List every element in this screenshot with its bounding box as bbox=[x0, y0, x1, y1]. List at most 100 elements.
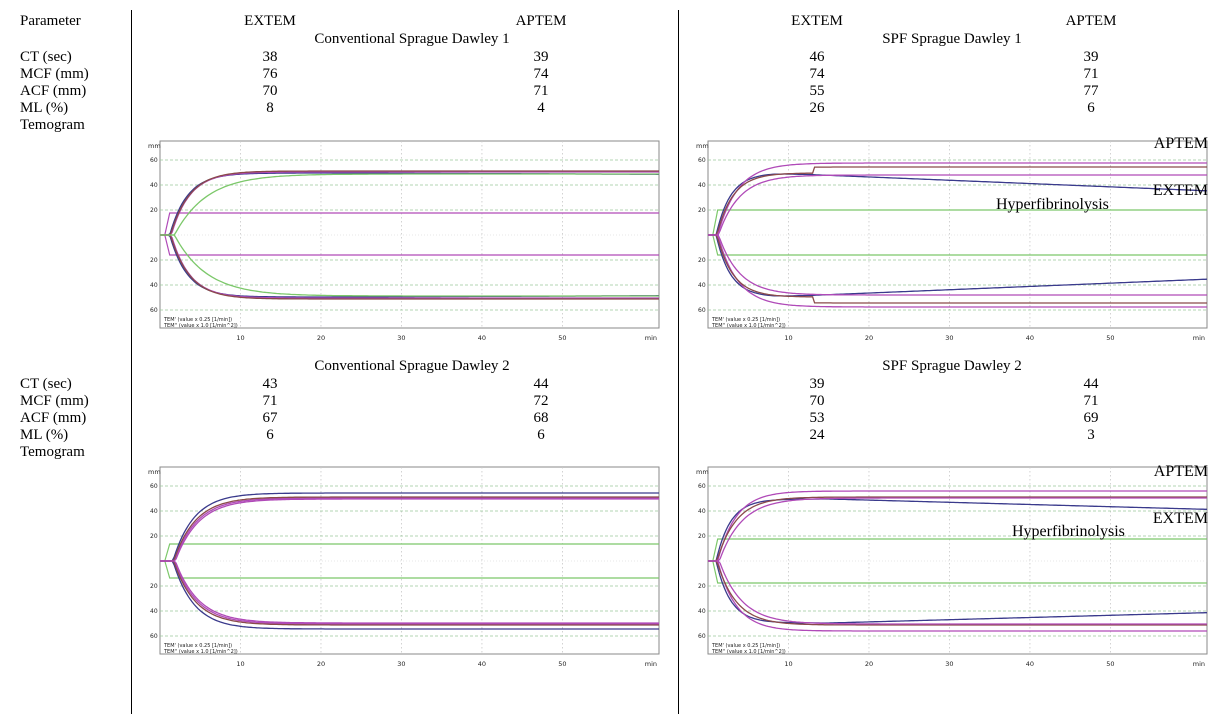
y-tick-label: 60 bbox=[698, 307, 706, 314]
label-temogram: Temogram bbox=[20, 444, 85, 460]
header-right-aptem: APTEM bbox=[1065, 13, 1117, 29]
aptem-curve-upper bbox=[708, 162, 1207, 236]
x-axis-unit: min bbox=[645, 660, 657, 668]
y-tick-label: 40 bbox=[698, 182, 706, 189]
header-right-extem: EXTEM bbox=[791, 13, 843, 29]
plot-frame bbox=[707, 140, 1208, 329]
y-tick-label: 20 bbox=[150, 533, 158, 540]
tem-rate-curve bbox=[164, 543, 659, 562]
annotation-extem: EXTEM bbox=[1152, 182, 1208, 199]
y-tick-label: 60 bbox=[698, 157, 706, 164]
header-parameter: Parameter bbox=[20, 13, 81, 29]
header-left-aptem: APTEM bbox=[515, 13, 567, 29]
tem-rate-curve bbox=[712, 538, 1207, 562]
aptem-curve-upper bbox=[708, 497, 1207, 562]
x-tick-label: 20 bbox=[865, 660, 873, 668]
aptem-curve-lower bbox=[160, 234, 659, 297]
y-axis-unit: mm bbox=[148, 468, 161, 476]
value-mcf-extem: 74 bbox=[809, 66, 825, 82]
aptem-curve-lower bbox=[708, 234, 1207, 296]
label-acf: ACF (mm) bbox=[20, 83, 87, 99]
temogram-spf-2: 10 20 30 40 50 min mm 60 40 20 20 40 60 TEM' (value x… bbox=[694, 461, 1210, 676]
x-axis-unit: min bbox=[1193, 334, 1205, 342]
annotation-hyperfibrinolysis: Hyperfibrinolysis bbox=[1012, 523, 1125, 540]
value-ct-extem: 39 bbox=[809, 376, 825, 392]
column-divider-middle bbox=[678, 10, 679, 714]
legend-line-2: TEM'' (value x 1.0 [1/min^2]) bbox=[163, 649, 238, 655]
x-tick-label: 30 bbox=[397, 660, 405, 668]
y-tick-label: 20 bbox=[698, 207, 706, 214]
y-tick-label: 40 bbox=[150, 508, 158, 515]
x-tick-label: 10 bbox=[784, 334, 792, 342]
value-ct-extem: 43 bbox=[262, 376, 278, 392]
y-axis-unit: mm bbox=[696, 468, 709, 476]
annotation-aptem: APTEM bbox=[1153, 463, 1208, 480]
x-tick-label: 50 bbox=[1106, 334, 1114, 342]
y-tick-label: 40 bbox=[150, 182, 158, 189]
annotation-aptem: APTEM bbox=[1153, 135, 1208, 152]
value-ml-extem: 6 bbox=[266, 427, 274, 443]
aptem-curve-upper bbox=[708, 490, 1207, 562]
tem-rate-curve bbox=[164, 560, 659, 579]
value-ct-aptem: 39 bbox=[533, 49, 549, 65]
extem-curve-upper bbox=[160, 170, 659, 236]
x-axis-unit: min bbox=[1193, 660, 1205, 668]
header-left-extem: EXTEM bbox=[244, 13, 296, 29]
y-axis-unit: mm bbox=[696, 142, 709, 150]
y-tick-label: 20 bbox=[150, 583, 158, 590]
aptem-curve-upper bbox=[160, 173, 659, 236]
x-tick-label: 10 bbox=[784, 660, 792, 668]
label-acf: ACF (mm) bbox=[20, 410, 87, 426]
temogram-svg: 10 20 30 40 50 min mm 60 40 20 20 40 60 TEM' (value x… bbox=[696, 466, 1208, 668]
legend-line-2: TEM'' (value x 1.0 [1/min^2]) bbox=[711, 649, 786, 655]
annotation-extem: EXTEM bbox=[1152, 510, 1208, 527]
tem-rate-curve bbox=[164, 234, 659, 256]
x-tick-label: 20 bbox=[317, 660, 325, 668]
extem-curve-upper bbox=[160, 492, 659, 562]
y-tick-label: 60 bbox=[150, 307, 158, 314]
x-tick-label: 30 bbox=[945, 660, 953, 668]
y-tick-label: 60 bbox=[150, 633, 158, 640]
aptem-curve-lower bbox=[708, 560, 1207, 632]
x-tick-label: 20 bbox=[865, 334, 873, 342]
value-ct-aptem: 39 bbox=[1083, 49, 1099, 65]
extem-curve-lower bbox=[708, 560, 1207, 624]
value-ml-extem: 24 bbox=[809, 427, 825, 443]
y-tick-label: 20 bbox=[150, 207, 158, 214]
x-tick-label: 40 bbox=[1026, 660, 1034, 668]
value-mcf-aptem: 72 bbox=[533, 393, 549, 409]
value-acf-extem: 67 bbox=[262, 410, 278, 426]
y-axis-unit: mm bbox=[148, 142, 161, 150]
tem-rate-curve bbox=[164, 212, 659, 236]
temogram-conventional-2: 10 20 30 40 50 min mm 60 40 20 20 40 60 TEM' (value x… bbox=[146, 461, 662, 676]
x-tick-label: 40 bbox=[478, 660, 486, 668]
y-tick-label: 40 bbox=[698, 508, 706, 515]
y-tick-label: 40 bbox=[698, 282, 706, 289]
group-title-conv1: Conventional Sprague Dawley 1 bbox=[314, 31, 510, 47]
y-tick-label: 60 bbox=[150, 157, 158, 164]
x-tick-label: 30 bbox=[945, 334, 953, 342]
legend-line-1: TEM' (value x 0.25 [1/min]) bbox=[163, 317, 232, 323]
temogram-svg: 10 20 30 40 50 min mm 60 40 20 20 40 60 TEM' (value x… bbox=[148, 140, 660, 342]
tem-rate-curve bbox=[712, 209, 1207, 236]
aptem-curve-upper bbox=[160, 171, 659, 236]
value-acf-extem: 70 bbox=[262, 83, 278, 99]
aptem-curve-lower bbox=[708, 560, 1207, 625]
x-axis-unit: min bbox=[645, 334, 657, 342]
plot-frame bbox=[707, 466, 1208, 655]
label-mcf: MCF (mm) bbox=[20, 66, 89, 82]
extem-curve-upper bbox=[708, 496, 1207, 562]
value-ml-aptem: 4 bbox=[537, 100, 545, 116]
extem-curve-lower bbox=[160, 560, 659, 630]
aptem-curve-upper bbox=[708, 166, 1207, 236]
x-tick-label: 50 bbox=[558, 660, 566, 668]
extem-curve-lower bbox=[708, 560, 1207, 626]
temogram-spf-1: 10 20 30 40 50 min mm 60 40 20 20 40 60 TEM' (value x… bbox=[694, 135, 1210, 350]
value-ml-aptem: 6 bbox=[1087, 100, 1095, 116]
aptem-curve-lower bbox=[160, 560, 659, 625]
value-mcf-extem: 76 bbox=[262, 66, 278, 82]
group-title-spf1: SPF Sprague Dawley 1 bbox=[882, 31, 1022, 47]
value-mcf-aptem: 71 bbox=[1083, 66, 1099, 82]
plot-frame bbox=[159, 140, 660, 329]
value-acf-aptem: 77 bbox=[1083, 83, 1099, 99]
